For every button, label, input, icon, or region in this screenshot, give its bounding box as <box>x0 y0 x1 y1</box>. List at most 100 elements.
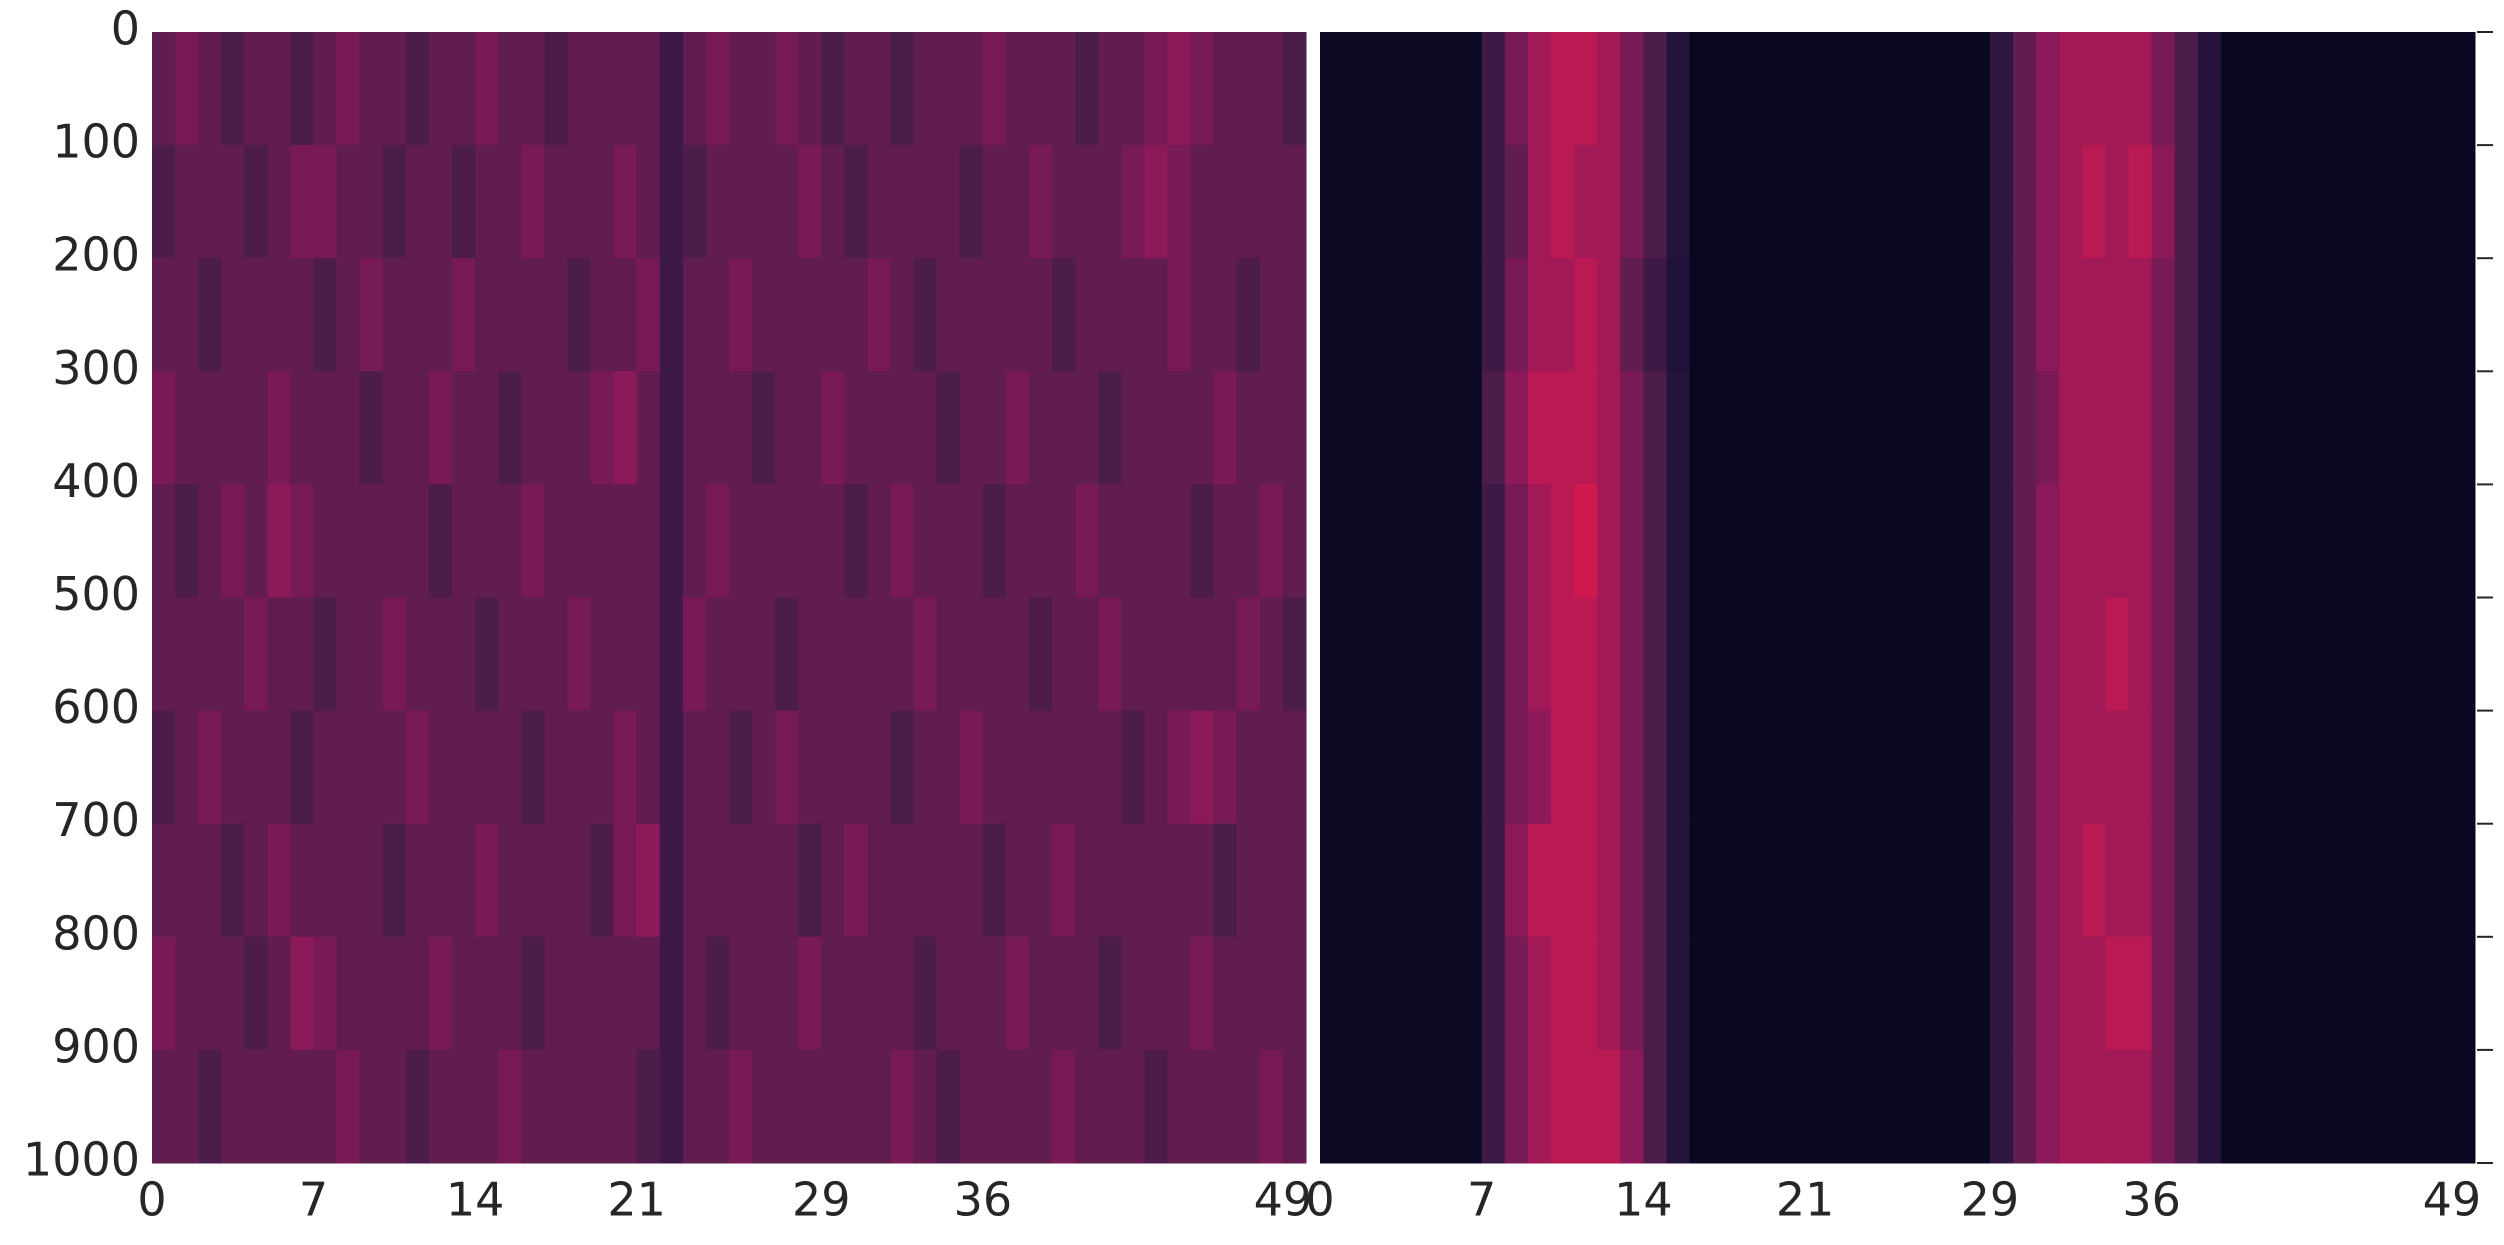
heatmap-cell <box>152 597 176 712</box>
heatmap-cell <box>1758 484 1783 598</box>
heatmap-cell <box>1943 597 1968 712</box>
heatmap-cell <box>2128 371 2153 485</box>
heatmap-cell <box>590 484 615 598</box>
heatmap-cell <box>452 936 476 1051</box>
heatmap-cell <box>636 823 661 938</box>
heatmap-cell <box>2036 823 2060 938</box>
heatmap-cell <box>1412 823 1436 938</box>
heatmap-cell <box>798 371 822 485</box>
heatmap-cell <box>1121 936 1145 1051</box>
heatmap-cell <box>1481 258 1506 372</box>
heatmap-cell <box>244 484 268 598</box>
heatmap-cell <box>1190 145 1215 259</box>
heatmap-cell <box>336 936 361 1051</box>
heatmap-cell <box>198 710 222 825</box>
heatmap-cell <box>2382 710 2407 825</box>
heatmap-cell <box>2105 936 2129 1051</box>
heatmap-cell <box>498 484 522 598</box>
heatmap-cell <box>636 145 661 259</box>
heatmap-cell <box>682 710 707 825</box>
heatmap-cell <box>1320 597 1344 712</box>
heatmap-cell <box>729 371 753 485</box>
heatmap-cell <box>1190 823 1215 938</box>
heatmap-cell <box>1435 936 1460 1051</box>
heatmap-cell <box>1236 1049 1261 1164</box>
heatmap-cell <box>659 823 684 938</box>
heatmap-cell <box>1282 823 1307 938</box>
heatmap-cell <box>936 258 961 372</box>
heatmap-cell <box>2059 371 2083 485</box>
heatmap-cell <box>2082 484 2106 598</box>
heatmap-cell <box>821 710 845 825</box>
heatmap-cell <box>198 936 222 1051</box>
heatmap-cell <box>913 258 938 372</box>
heatmap-cell <box>1943 1049 1968 1164</box>
heatmap-cell <box>405 32 430 146</box>
heatmap-cell <box>1412 597 1436 712</box>
heatmap-cell <box>682 32 707 146</box>
heatmap-cell <box>2220 484 2245 598</box>
heatmap-cell <box>1005 823 1030 938</box>
heatmap-cell <box>452 258 476 372</box>
heatmap-cell <box>1712 145 1737 259</box>
heatmap-cell <box>913 710 938 825</box>
heatmap-cell <box>1689 823 1714 938</box>
heatmap-cell <box>1458 1049 1483 1164</box>
heatmap-cell <box>1343 32 1367 146</box>
heatmap-cell <box>729 597 753 712</box>
heatmap-cell <box>2220 145 2245 259</box>
heatmap-cell <box>1620 258 1644 372</box>
heatmap-cell <box>1190 258 1215 372</box>
heatmap-cell <box>1481 32 1506 146</box>
heatmap-cell <box>913 145 938 259</box>
heatmap-cell <box>1282 710 1307 825</box>
heatmap-cell <box>1259 484 1284 598</box>
heatmap-cell <box>1989 1049 2014 1164</box>
heatmap-cell <box>752 597 776 712</box>
heatmap-cell <box>2290 484 2314 598</box>
heatmap-cell <box>659 32 684 146</box>
heatmap-cell <box>244 258 268 372</box>
heatmap-cell <box>544 145 568 259</box>
heatmap-cell <box>821 258 845 372</box>
heatmap-cell <box>1643 258 1667 372</box>
heatmap-cell <box>1098 597 1122 712</box>
heatmap-cell <box>1320 145 1344 259</box>
heatmap-cell <box>359 371 384 485</box>
heatmap-cell <box>1805 145 1829 259</box>
heatmap-cell <box>1320 710 1344 825</box>
heatmap-cell <box>1574 936 1598 1051</box>
heatmap-cell <box>636 371 661 485</box>
heatmap-cell <box>2313 597 2337 712</box>
heatmap-cell <box>1435 597 1460 712</box>
heatmap-cell <box>2220 936 2245 1051</box>
heatmap-cell <box>1389 936 1413 1051</box>
heatmap-cell <box>1098 32 1122 146</box>
heatmap-cell <box>798 32 822 146</box>
heatmap-cell <box>198 597 222 712</box>
heatmap-cell <box>221 145 245 259</box>
y-tick-label: 700 <box>52 793 140 847</box>
heatmap-cell <box>2244 371 2268 485</box>
heatmap-cell <box>1121 258 1145 372</box>
heatmap-cell <box>1282 597 1307 712</box>
heatmap-cell <box>544 484 568 598</box>
heatmap-cell <box>428 823 453 938</box>
heatmap-cell <box>198 484 222 598</box>
heatmap-cell <box>1366 597 1390 712</box>
heatmap-cell <box>498 258 522 372</box>
heatmap-cell <box>452 823 476 938</box>
heatmap-cell <box>1412 145 1436 259</box>
heatmap-cell <box>290 936 315 1051</box>
heatmap-cell <box>290 258 315 372</box>
y-tick-label: 1000 <box>23 1133 140 1187</box>
heatmap-cell <box>1551 145 1575 259</box>
heatmap-cell <box>1435 823 1460 938</box>
heatmap-cell <box>1620 484 1644 598</box>
heatmap-cell <box>1259 371 1284 485</box>
heatmap-cell <box>221 32 245 146</box>
heatmap-cell <box>1213 145 1238 259</box>
heatmap-cell <box>1213 597 1238 712</box>
heatmap-cell <box>936 484 961 598</box>
heatmap-cell <box>382 32 407 146</box>
